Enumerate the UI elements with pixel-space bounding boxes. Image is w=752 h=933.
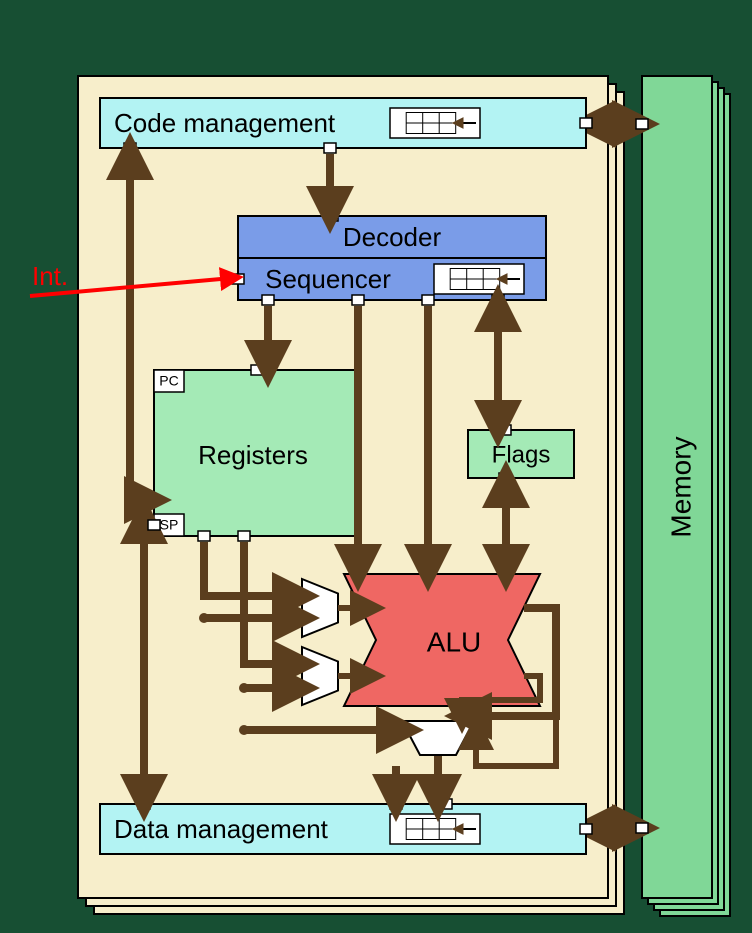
svg-text:Decoder: Decoder [343, 222, 442, 252]
svg-text:Code management: Code management [114, 108, 336, 138]
svg-text:Int.: Int. [32, 261, 68, 291]
svg-text:Sequencer: Sequencer [265, 264, 391, 294]
svg-text:Memory: Memory [665, 436, 696, 537]
svg-text:Registers: Registers [198, 440, 308, 470]
svg-text:Flags: Flags [492, 441, 551, 468]
svg-text:Data management: Data management [114, 814, 329, 844]
svg-text:PC: PC [159, 373, 178, 389]
cpu-diagram: Memory Code management Decoder Sequencer Reg… [0, 0, 752, 933]
svg-text:ALU: ALU [427, 626, 481, 657]
svg-text:SP: SP [160, 517, 179, 533]
